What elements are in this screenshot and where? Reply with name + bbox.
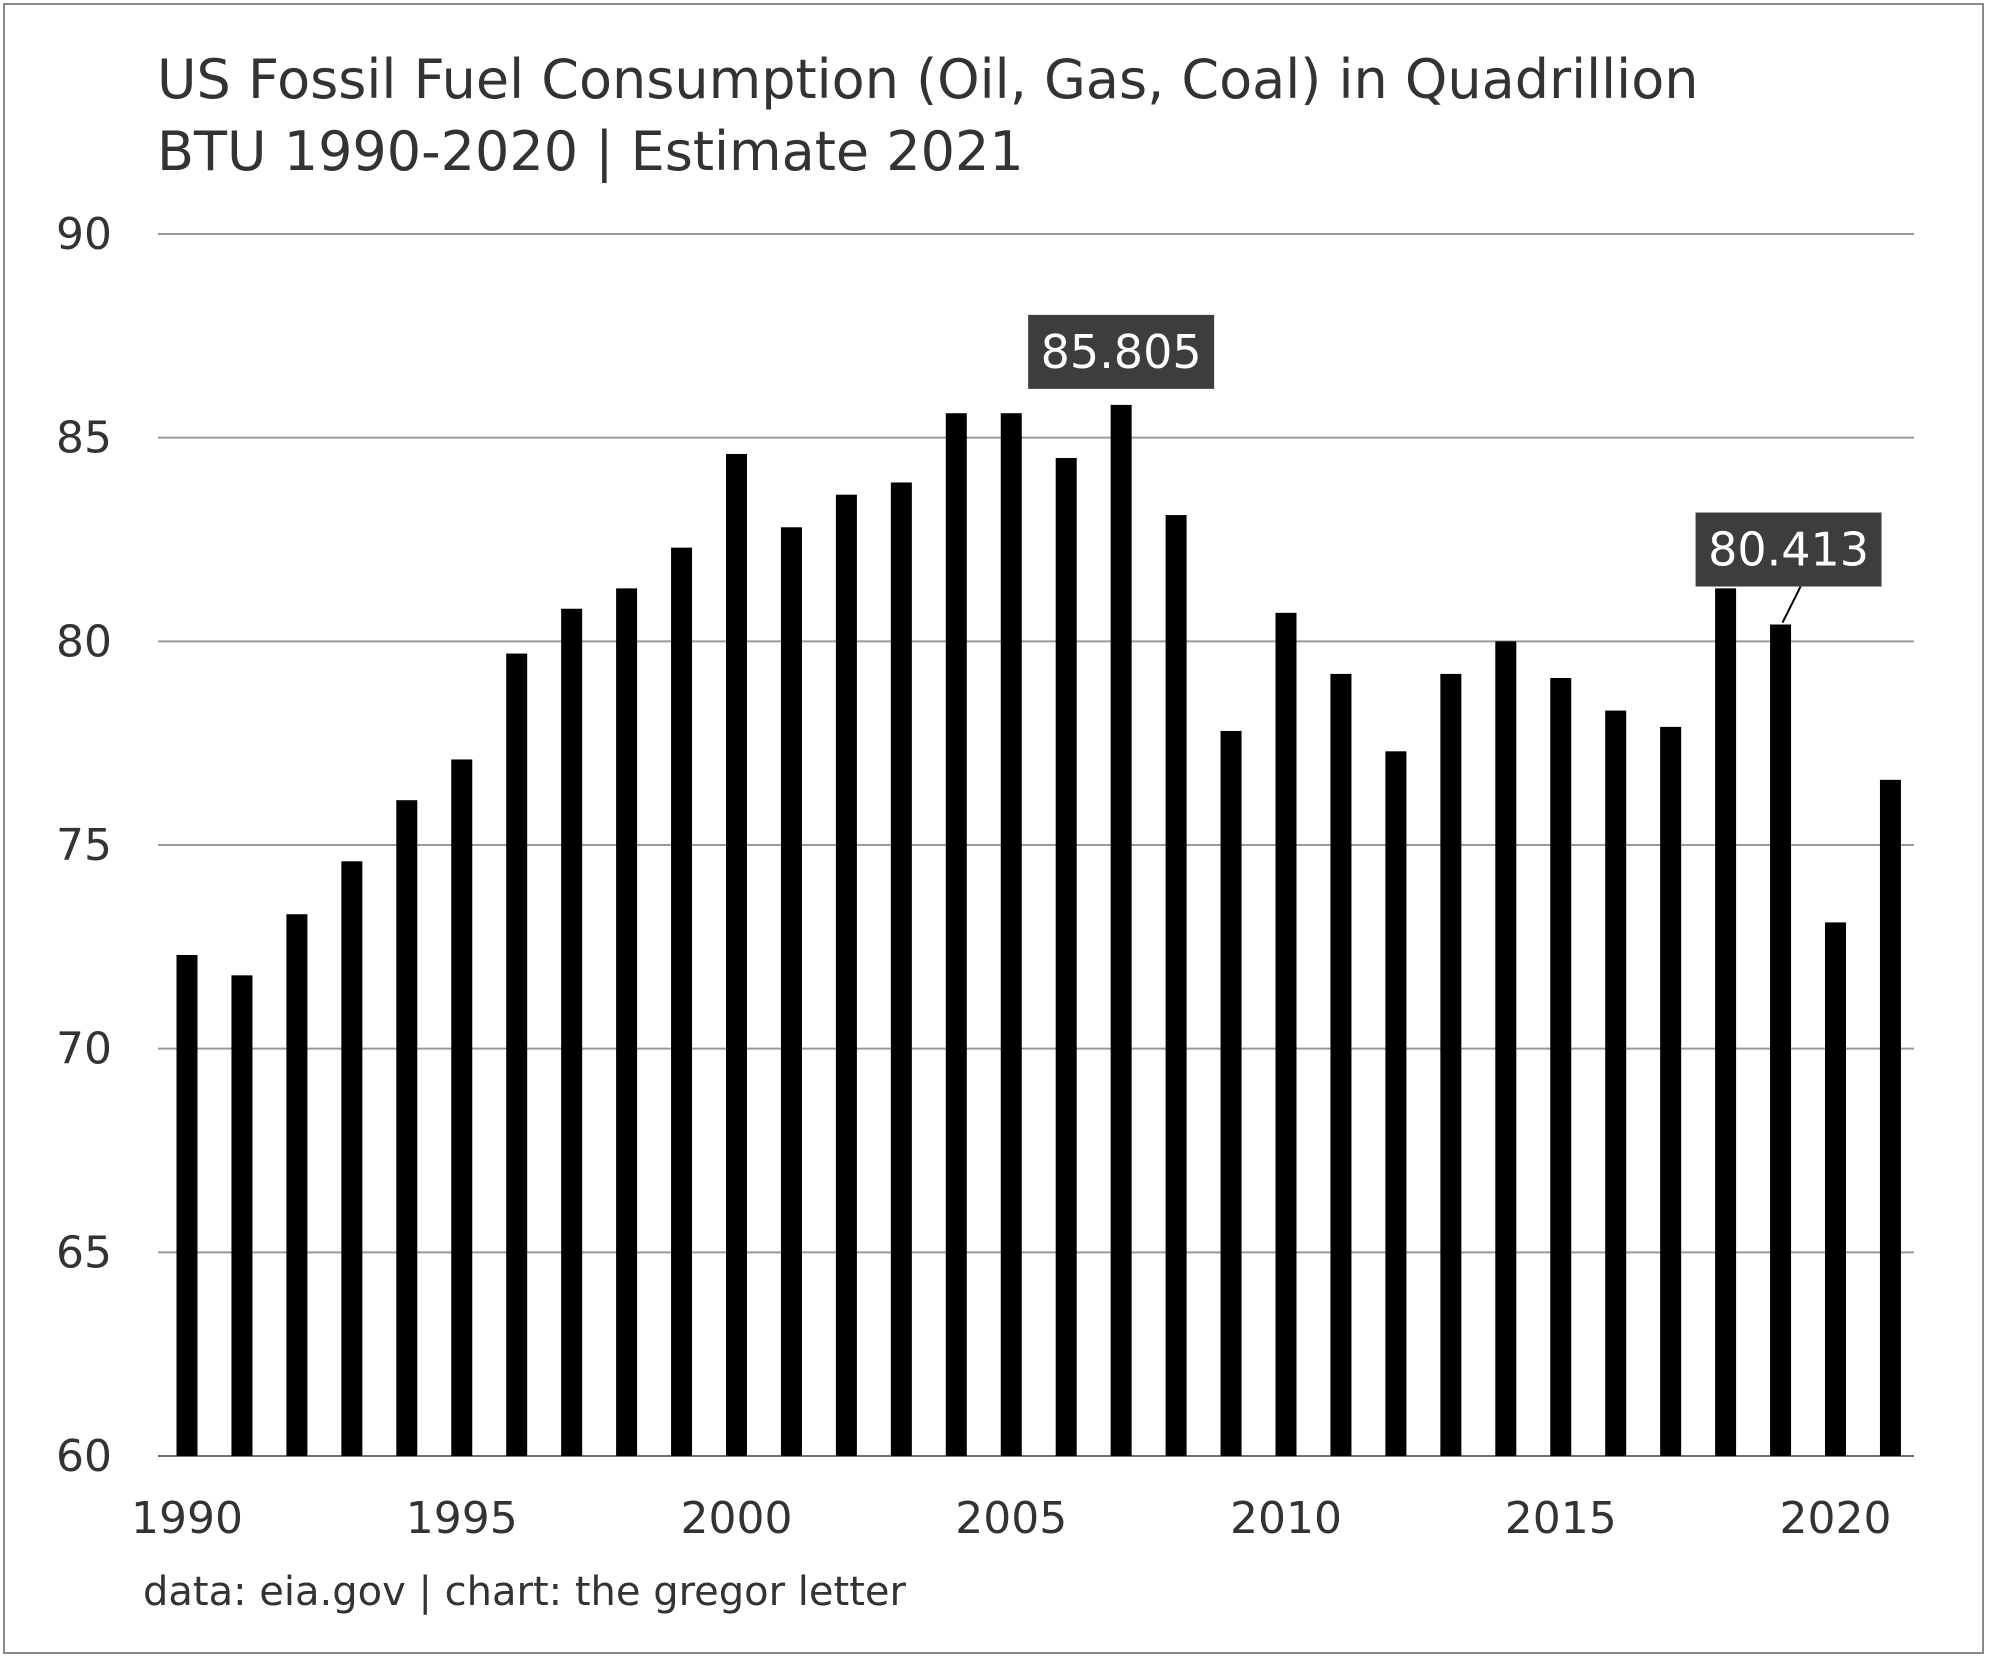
bar-2021 <box>1879 779 1901 1456</box>
y-tick-label: 80 <box>56 616 112 667</box>
bar-1998 <box>616 588 638 1456</box>
bar-2020 <box>1825 922 1846 1456</box>
y-tick-label: 65 <box>56 1227 112 1278</box>
bar-2019 <box>1770 624 1792 1456</box>
bar-2008 <box>1165 515 1187 1456</box>
callout-label: 80.413 <box>1708 523 1869 577</box>
y-tick-label: 75 <box>56 820 112 871</box>
x-tick-label: 1995 <box>406 1493 518 1544</box>
bar-1991 <box>231 975 253 1456</box>
source-note: data: eia.gov | chart: the gregor letter <box>143 1569 907 1615</box>
x-tick-label: 2000 <box>681 1493 793 1544</box>
chart-frame <box>3 3 1984 1654</box>
bar-2018 <box>1715 588 1737 1456</box>
y-tick-label: 85 <box>56 413 112 464</box>
bar-2009 <box>1220 730 1242 1456</box>
x-tick-label: 2015 <box>1505 1493 1617 1544</box>
bar-2003 <box>890 482 912 1456</box>
chart-title-line-2: BTU 1990-2020 | Estimate 2021 <box>157 120 1024 183</box>
bar-1996 <box>506 653 528 1456</box>
bar-2011 <box>1330 673 1352 1456</box>
bar-1995 <box>451 759 473 1456</box>
bar-1992 <box>286 914 308 1456</box>
bar-1990 <box>176 954 198 1456</box>
bars <box>176 404 1901 1457</box>
bar-2001 <box>780 527 802 1456</box>
bar-1997 <box>561 608 583 1456</box>
bar-2010 <box>1275 612 1297 1456</box>
y-tick-label: 70 <box>56 1024 112 1075</box>
y-tick-label: 60 <box>56 1431 112 1482</box>
bar-1993 <box>341 861 363 1456</box>
callout-box <box>1028 314 1215 389</box>
bar-2006 <box>1055 458 1077 1456</box>
x-tick-label: 1990 <box>131 1493 243 1544</box>
bar-1999 <box>671 547 693 1456</box>
bar-2007 <box>1110 404 1132 1456</box>
bar-2002 <box>835 494 857 1456</box>
bar-2012 <box>1385 751 1407 1456</box>
bar-1994 <box>396 800 418 1456</box>
callout-leader <box>1781 586 1802 623</box>
x-tick-label: 2005 <box>955 1493 1067 1544</box>
gridlines <box>158 233 1914 1457</box>
callout-label: 85.805 <box>1041 325 1202 379</box>
x-tick-label: 2010 <box>1230 1493 1342 1544</box>
callout-box <box>1695 512 1882 587</box>
x-tick-label: 2020 <box>1780 1493 1892 1544</box>
bar-2016 <box>1605 710 1627 1456</box>
y-tick-label: 90 <box>56 209 112 260</box>
bar-2014 <box>1495 641 1517 1456</box>
bar-2004 <box>945 413 967 1456</box>
bar-2013 <box>1440 673 1462 1456</box>
bar-2015 <box>1550 677 1572 1456</box>
y-axis-ticks: 90 85 80 75 70 65 60 <box>56 209 112 1482</box>
chart-title-line-1: US Fossil Fuel Consumption (Oil, Gas, Co… <box>157 48 1698 111</box>
annotations: 85.805 80.413 <box>1028 314 1882 623</box>
bar-2005 <box>1000 413 1022 1456</box>
bar-2000 <box>726 453 747 1457</box>
bar-2017 <box>1660 726 1682 1456</box>
x-axis-ticks: 1990 1995 2000 2005 2010 2015 2020 <box>131 1493 1891 1544</box>
